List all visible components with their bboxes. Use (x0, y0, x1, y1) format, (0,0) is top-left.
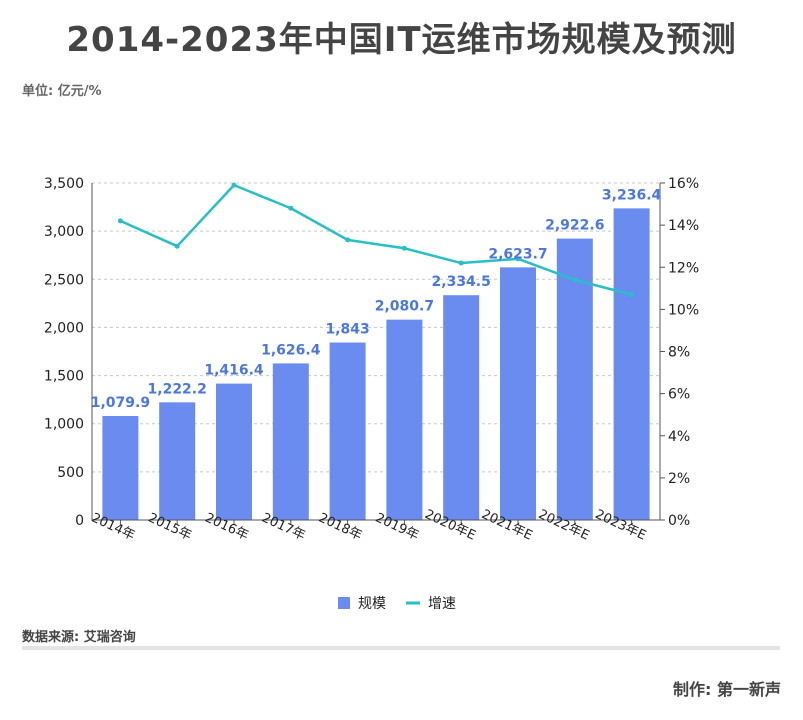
y2-tick-label: 14% (668, 218, 699, 234)
y2-tick-label: 12% (668, 260, 699, 276)
source-note: 数据来源: 艾瑞咨询 (22, 630, 136, 645)
growth-point (401, 245, 407, 251)
y-tick-label: 2,000 (44, 320, 84, 336)
growth-point (572, 277, 578, 283)
bar-data-label: 1,416.4 (204, 363, 264, 379)
y-tick-label: 1,000 (44, 417, 84, 433)
y-tick-label: 500 (57, 465, 84, 481)
bar (386, 319, 423, 520)
bar (443, 295, 480, 520)
unit-label: 单位: 亿元/% (22, 84, 102, 99)
y2-tick-label: 0% (668, 513, 690, 529)
bar-data-label: 2,623.7 (488, 246, 547, 262)
y-tick-label: 3,500 (44, 176, 84, 192)
bar (500, 267, 536, 520)
legend-label: 规模 (358, 596, 386, 612)
bar-layer (102, 208, 650, 520)
growth-line (119, 183, 632, 296)
grid-layer (92, 182, 660, 473)
chart-title: 2014-2023年中国IT运维市场规模及预测 (66, 20, 737, 60)
bar-data-label: 2,080.7 (375, 299, 434, 315)
label-layer: 1,079.91,222.2 1,416.4 1,626.41,843 2,080.7… (91, 187, 662, 411)
bar-data-label: 1,843 (325, 322, 369, 338)
growth-point (458, 260, 464, 266)
maker-credit: 制作: 第一新声 (673, 680, 781, 699)
growth-point (174, 243, 180, 249)
y2-tick-label: 16% (668, 176, 699, 192)
footer-divider (22, 646, 780, 650)
bar (216, 383, 252, 520)
line-layer (117, 182, 635, 298)
bar-data-label: 2,334.5 (432, 274, 491, 290)
bar-data-label: 1,626.4 (261, 342, 321, 358)
bar (613, 208, 650, 520)
bar (159, 402, 196, 520)
growth-point (288, 205, 294, 211)
y-tick-label: 2,500 (44, 272, 84, 288)
y2-tick-label: 10% (668, 302, 699, 318)
growth-point (515, 256, 521, 262)
y-tick-label: 3,000 (44, 224, 84, 240)
bar-data-label: 3,236.4 (602, 187, 662, 203)
growth-point (345, 237, 351, 243)
y2-tick-label: 4% (668, 429, 690, 445)
bar (102, 416, 139, 520)
bar (272, 363, 309, 520)
bar-data-label: 1,079.9 (91, 395, 150, 411)
growth-point (117, 218, 123, 224)
bar-data-label: 1,222.2 (148, 381, 207, 397)
y2-tick-label: 2% (668, 471, 690, 487)
chart-canvas: 0 500 1,000 1,500 2,000 2,500 3,000 3,500 0% 2% 4%… (44, 176, 699, 612)
growth-point (231, 182, 237, 188)
y-tick-label: 1,500 (44, 369, 84, 385)
legend-swatch-bar (338, 597, 350, 609)
bar (329, 342, 366, 520)
growth-point (629, 292, 635, 298)
y2-tick-label: 8% (668, 345, 690, 361)
legend-label: 增速 (428, 596, 456, 612)
y-tick-label: 0 (75, 513, 84, 529)
bar-data-label: 2,922.6 (545, 218, 604, 234)
y2-tick-label: 6% (668, 387, 690, 403)
bar (556, 238, 593, 520)
legend: 规模 增速 (338, 596, 456, 612)
